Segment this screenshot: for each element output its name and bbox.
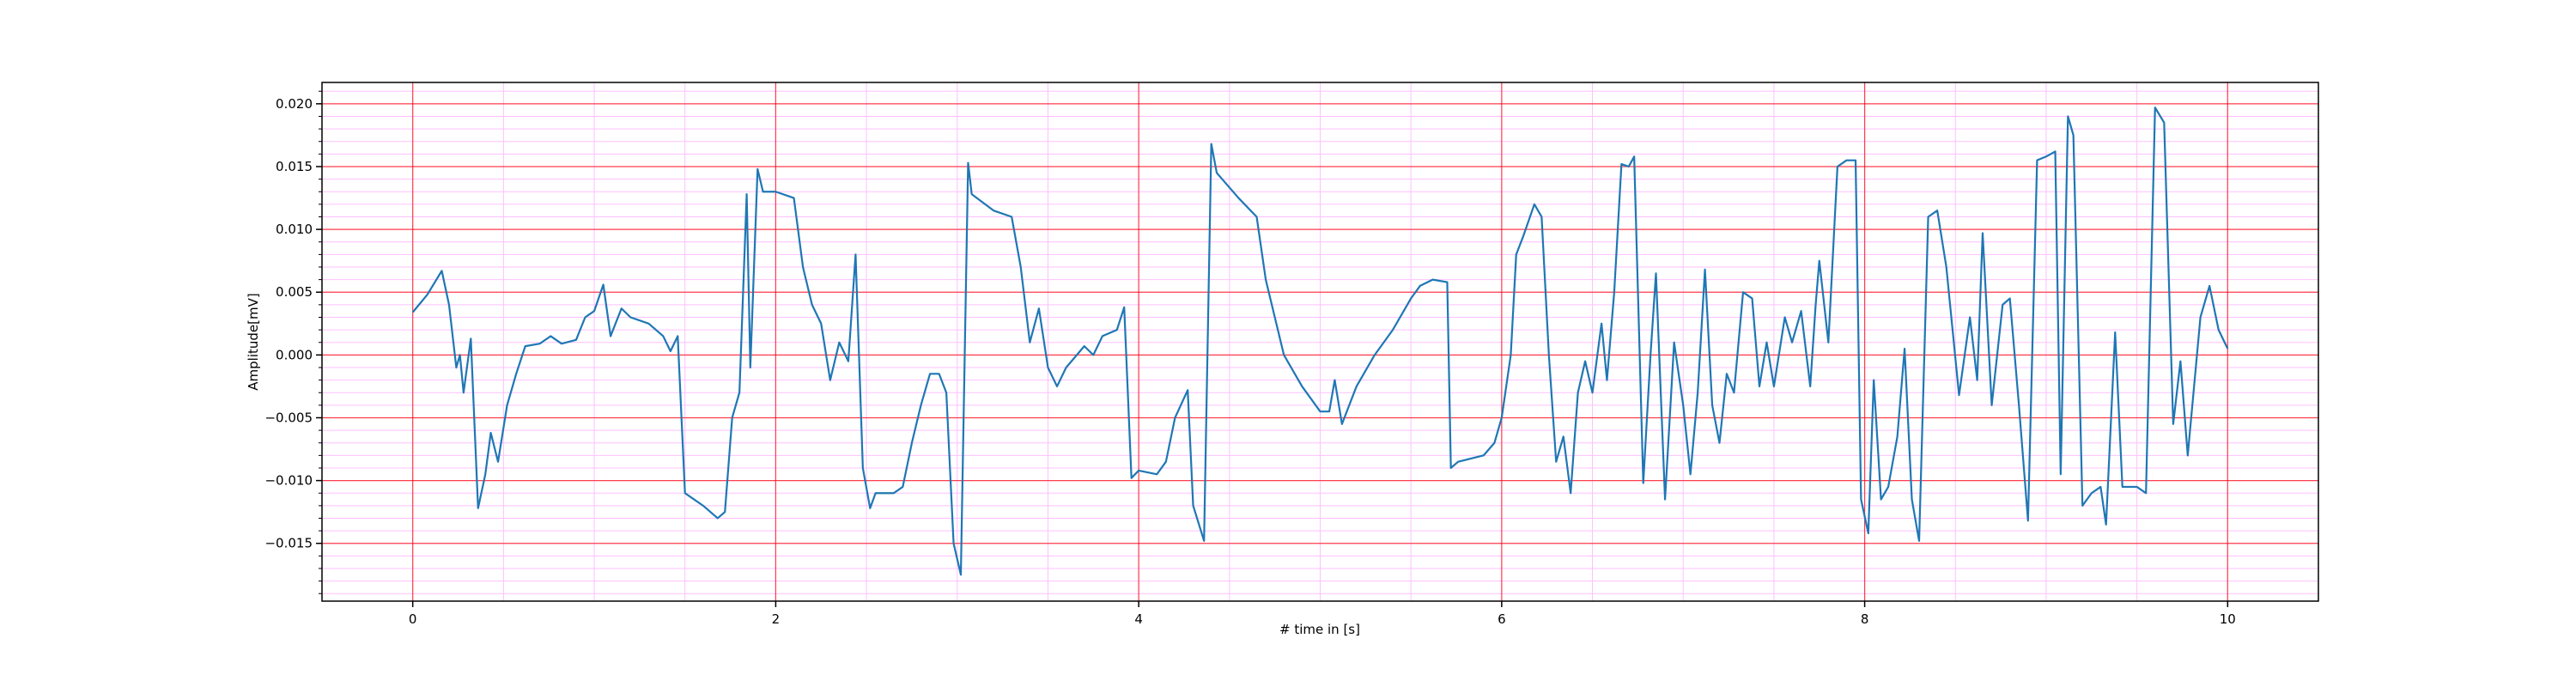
- x-tick-label: 4: [1134, 611, 1143, 627]
- plot-frame: [321, 82, 2319, 602]
- x-tick-label: 10: [2220, 611, 2236, 627]
- x-tick-label: 8: [1861, 611, 1869, 627]
- y-tick-label: 0.020: [276, 96, 313, 112]
- y-tick-label: −0.015: [264, 536, 313, 551]
- y-tick-label: 0.015: [276, 159, 313, 174]
- y-tick-label: −0.010: [264, 473, 313, 489]
- y-tick-label: 0.005: [276, 284, 313, 300]
- signal-line: [411, 106, 2229, 576]
- y-axis-label: Amplitude[mV]: [246, 293, 261, 390]
- x-axis-label: # time in [s]: [1279, 622, 1360, 637]
- x-tick-label: 0: [409, 611, 417, 627]
- x-tick-label: 2: [772, 611, 781, 627]
- y-tick-label: 0.010: [276, 222, 313, 237]
- y-tick-label: −0.005: [264, 410, 313, 425]
- y-tick-label: 0.000: [276, 347, 313, 362]
- x-tick-label: 6: [1498, 611, 1506, 627]
